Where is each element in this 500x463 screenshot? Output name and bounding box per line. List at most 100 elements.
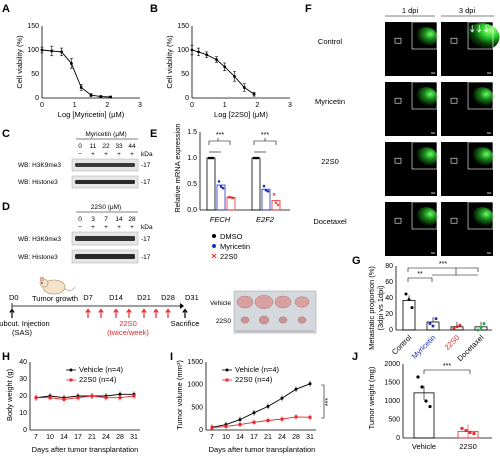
panel-c-kda: kDa xyxy=(141,151,153,158)
panel-a-ylabel: Cell viability (%) xyxy=(15,35,24,89)
tumor-22s0 xyxy=(278,316,288,324)
panel-e-bracket-fech xyxy=(208,138,231,145)
panel-e-bar xyxy=(251,157,261,211)
panel-b-xticks: 0 1 2 3 xyxy=(190,102,292,109)
panel-h-point xyxy=(118,392,122,396)
panel-f-row-myricetin: Myricetin xyxy=(315,97,345,106)
panel-g-point xyxy=(452,326,456,330)
panel-c-sign-3: + xyxy=(117,151,121,158)
panel-g-point xyxy=(476,328,480,332)
panel-i-point xyxy=(280,417,284,421)
panel-h-xticks: 7 10 14 17 21 24 28 31 xyxy=(34,434,138,441)
panel-i-legend: Vehicle (n=4) 22S0 (n=4) xyxy=(222,365,279,384)
panel-i-xtick: 21 xyxy=(264,434,272,441)
panel-e-bracket-e2f2 xyxy=(253,138,277,145)
panel-e-point xyxy=(211,156,215,160)
panel-e-point xyxy=(227,195,231,199)
panel-i-point xyxy=(266,404,270,408)
panel-d-sign-1: + xyxy=(91,224,95,231)
panel-d-mark-2: -17 xyxy=(141,254,151,261)
panel-b-xlabel: Log [22S0] (μM) xyxy=(214,110,268,119)
panel-j-sig: *** xyxy=(443,363,451,370)
panel-i-point xyxy=(238,423,242,427)
panel-b-point xyxy=(215,58,218,61)
panel-e-ylabel: Relative mRNA expression xyxy=(173,123,182,212)
panel-f-arrow-icon xyxy=(477,25,482,33)
panel-c-row-h3k9me3: WB: H3K9me3 xyxy=(18,162,61,169)
panel-i-xtick: 28 xyxy=(292,434,300,441)
panel-i-point xyxy=(280,396,284,400)
panel-g-bracket-1 xyxy=(407,277,433,282)
panel-i-ytick-500: 500 xyxy=(191,404,203,411)
timeline-sacrifice-arrow xyxy=(182,308,188,318)
panel-i-ytick-1500: 1500 xyxy=(187,359,203,366)
panel-d-conc-0: 0 xyxy=(78,216,82,223)
panel-f-roi-box xyxy=(394,157,402,164)
panel-b-ytick-50: 50 xyxy=(181,71,189,78)
timeline-dose-arrows xyxy=(9,308,188,318)
panel-e-bar xyxy=(206,157,216,211)
panel-d: D 22S0 (μM) 0 3 7 14 28 − + + + + kDa WB… xyxy=(2,201,153,264)
timeline-dose-arrow xyxy=(141,308,147,318)
timeline-d31: D31 xyxy=(185,293,199,302)
panel-g-ytick-0: 0 xyxy=(389,327,393,334)
panel-j-bars: Vehicle 22S0 xyxy=(412,375,479,451)
panel-b-ytick-150: 150 xyxy=(177,23,189,30)
panel-letter-c: C xyxy=(2,128,10,140)
panel-e-point xyxy=(221,186,225,190)
panel-h-xtick: 31 xyxy=(130,434,138,441)
panel-e-bar xyxy=(261,188,271,211)
panel-j-ytick-500: 500 xyxy=(388,417,400,424)
panel-i-series-line xyxy=(211,383,311,428)
legend-marker-22s0 xyxy=(211,253,217,259)
panel-j-point xyxy=(420,385,424,389)
panel-d-sign-4: + xyxy=(130,224,134,231)
panel-b-point xyxy=(252,92,256,96)
panel-a-xtick-0: 0 xyxy=(40,102,44,109)
panel-e-point xyxy=(276,203,280,207)
panel-b-points xyxy=(190,44,256,97)
panel-i-legend-vehicle: Vehicle (n=4) xyxy=(235,365,279,374)
panel-c-band-h3k9me3 xyxy=(75,163,135,167)
panel-e-gene-e2f2: E2F2 xyxy=(256,215,275,224)
timeline-schedule: (twice/week) xyxy=(107,328,149,337)
panel-f-roi-box xyxy=(450,157,458,164)
timeline-arrowhead xyxy=(180,303,184,309)
panel-d-conc-2: 7 xyxy=(104,216,108,223)
panel-h-lines xyxy=(34,391,136,403)
timeline-dose-arrow xyxy=(85,308,91,318)
panel-d-conc-row: 0 3 7 14 28 xyxy=(78,216,136,223)
panel-i-xtick: 7 xyxy=(210,434,214,441)
panel-j-xtick: Vehicle xyxy=(412,442,436,451)
panel-i-point xyxy=(224,424,228,428)
panel-h-legend-22s0-marker xyxy=(69,378,73,382)
panel-g-sig-2: *** xyxy=(439,261,447,268)
panel-d-band-histone3 xyxy=(75,254,135,259)
panel-i-legend-22s0-marker xyxy=(225,378,229,382)
panel-letter-g: G xyxy=(352,255,361,267)
panel-f-inset-frame xyxy=(467,21,494,50)
panel-f-image-grid xyxy=(385,21,500,256)
panel-f-roi-box xyxy=(394,37,402,44)
panel-h-point xyxy=(104,396,108,400)
panel-d-conc-4: 28 xyxy=(128,216,136,223)
panel-e-point xyxy=(254,156,258,160)
panel-h-point xyxy=(76,396,80,400)
timeline-d28: D28 xyxy=(161,293,175,302)
photo-row-22s0: 22S0 xyxy=(216,318,232,325)
panel-e-sig-fech: *** xyxy=(216,132,224,139)
panel-b-point xyxy=(242,86,246,89)
panel-f-inset-frame xyxy=(467,201,494,230)
panel-g-point xyxy=(455,325,459,329)
panel-i-ylabel: Tumor volume (mm³) xyxy=(175,360,184,430)
panel-f-roi-box xyxy=(450,217,458,224)
panel-b-point xyxy=(233,75,236,78)
panel-f-fluorescence xyxy=(469,207,494,228)
legend-label-dmso: DMSO xyxy=(220,232,243,241)
panel-f-arrow-icon xyxy=(484,25,489,33)
panel-i-xtick: 24 xyxy=(278,434,286,441)
panel-j-ytick-1500: 1500 xyxy=(384,380,400,387)
panel-h-xtick: 10 xyxy=(46,434,54,441)
panel-e-ytick-05: 0.5 xyxy=(187,181,197,188)
